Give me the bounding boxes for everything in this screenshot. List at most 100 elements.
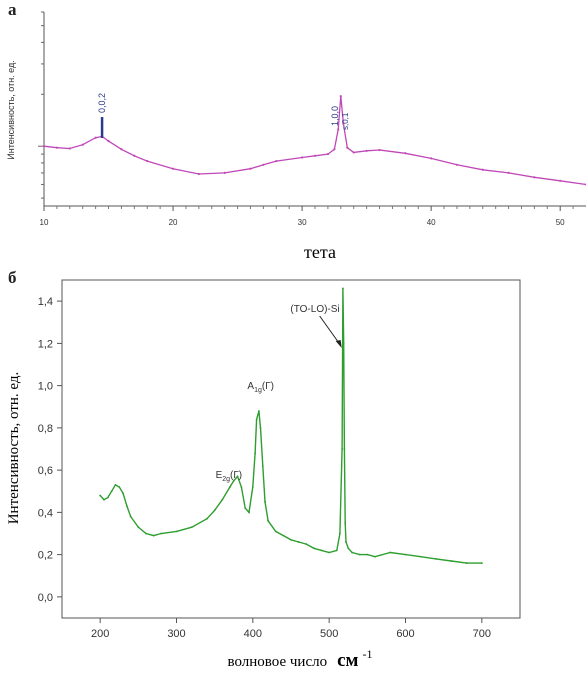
chart-a-point (107, 140, 110, 143)
chart-a-point (81, 143, 84, 146)
chart-b-point (343, 448, 346, 450)
chart-a-plot: 0,0,2 1,0,0 s,0,1 (42, 93, 586, 186)
chart-a-point (346, 146, 349, 149)
chart-a-point (146, 159, 149, 163)
chart-b-point (255, 418, 258, 421)
chart-b-point (190, 526, 193, 529)
chart-b-point (259, 426, 262, 429)
chart-a-point (313, 154, 317, 157)
chart-b-annotation-si: (TO-LO)-Si (290, 304, 339, 315)
chart-b-point (254, 452, 257, 455)
chart-b-annotation-arrow (319, 315, 341, 345)
chart-b-ticks: 200 300 400 500 600 700 0,0 0,2 0,4 0,6 0,8 1,0 1,2 1… (38, 296, 491, 640)
chart-a-point (120, 148, 123, 151)
chart-b-xlabel: волновое число см -1 (228, 647, 373, 671)
chart-a-point (352, 151, 355, 154)
chart-a-x-tick-label: 10 (40, 218, 49, 227)
chart-b-annotation-mode: A1g(Г) (247, 381, 274, 394)
chart-b-point (221, 498, 224, 501)
chart-b-point (450, 560, 453, 562)
chart-b-point (152, 534, 155, 537)
chart-a-point (68, 147, 71, 150)
chart-b-point (338, 532, 341, 535)
chart-b-point (106, 496, 109, 499)
chart-b-annotation-arrowhead (335, 340, 342, 348)
chart-a-point (133, 154, 136, 157)
chart-b-point (240, 486, 243, 488)
chart-b-point (347, 547, 350, 550)
chart-a-point (249, 167, 252, 170)
chart-a-point (55, 146, 59, 149)
chart-a-x-tick-label: 50 (556, 218, 565, 227)
chart-b-point (342, 287, 344, 290)
chart-b-x-tick-label: 600 (396, 628, 414, 640)
chart-b-point (160, 532, 163, 535)
chart-b-point (99, 494, 102, 497)
chart-b-point (480, 562, 483, 564)
chart-a-annotation-label: 0,0,2 (97, 93, 107, 113)
chart-b-point (114, 484, 117, 486)
chart-a-point (262, 163, 265, 166)
chart-a-point (404, 152, 407, 155)
chart-b-point (118, 486, 121, 488)
chart-b-y-tick-label: 0,6 (38, 465, 53, 477)
chart-b-point (419, 555, 422, 558)
chart-b-ylabel: Интенсивность, отн. ед. (6, 372, 22, 525)
panel-label-a: а (8, 0, 17, 19)
chart-b-y-tick-label: 0,2 (38, 550, 53, 562)
chart-b-point (137, 526, 140, 529)
chart-a-point (559, 179, 562, 182)
chart-b-point (345, 541, 347, 543)
chart-b-y-tick-label: 1,0 (38, 381, 53, 393)
chart-a-point (365, 149, 368, 152)
chart-a-log-ticks (38, 11, 44, 199)
chart-b-series-line (99, 288, 482, 564)
chart-b-point (313, 547, 315, 550)
chart-a-point (326, 152, 330, 156)
chart-b-point (129, 515, 132, 518)
chart-b-y-tick-label: 0,4 (38, 507, 53, 519)
chart-b-xlabel-unit: см (337, 650, 358, 671)
chart-b-point (320, 549, 323, 552)
chart-b-point (374, 555, 376, 558)
chart-a-annotation-label: 1,0,0 (330, 106, 340, 126)
chart-a-point (171, 167, 175, 170)
chart-b-point (122, 492, 124, 495)
chart-b-point (344, 522, 347, 524)
chart-b-frame (61, 279, 521, 619)
chart-b-x-tick-label: 400 (244, 628, 262, 640)
chart-b-point (213, 509, 216, 512)
chart-b-point (342, 342, 345, 345)
chart-b-point (341, 448, 344, 450)
chart-b-point (229, 486, 231, 488)
chart-b-point (264, 500, 266, 503)
chart-b-point (404, 553, 407, 556)
chart-b-xlabel-exp: -1 (362, 647, 372, 661)
chart-a-xlabel: тета (304, 242, 336, 262)
chart-a-point (533, 176, 536, 179)
chart-b-point (366, 553, 369, 556)
chart-a-x-tick-label: 30 (298, 218, 307, 227)
chart-b-y-tick-label: 0,8 (38, 423, 53, 435)
chart-a-point (337, 128, 340, 131)
chart-b-point (297, 541, 300, 543)
chart-a-ylabel: Интенсивность, отн. ед. (6, 60, 16, 160)
chart-a-series-line (43, 96, 586, 186)
chart-b-point (351, 551, 353, 554)
chart-a-point (378, 148, 381, 152)
chart-b-annotations: (TO-LO)-Si A1g(Г) E2g(Г) (216, 304, 342, 483)
chart-b-point (305, 543, 308, 545)
chart-b-y-tick-label: 1,4 (38, 296, 53, 308)
chart-b-point (435, 557, 437, 560)
chart-a-point (42, 145, 46, 148)
chart-b-point (258, 410, 260, 412)
chart-a-point (275, 159, 278, 163)
chart-b-y-tick-label: 1,2 (38, 338, 53, 350)
chart-a-point (430, 157, 433, 160)
chart-a-point (455, 163, 459, 166)
chart-b-x-tick-label: 700 (473, 628, 491, 640)
chart-b-plot (99, 287, 483, 564)
chart-a-ticks: 10 20 30 40 50 (40, 206, 574, 227)
chart-b-point (206, 517, 208, 520)
